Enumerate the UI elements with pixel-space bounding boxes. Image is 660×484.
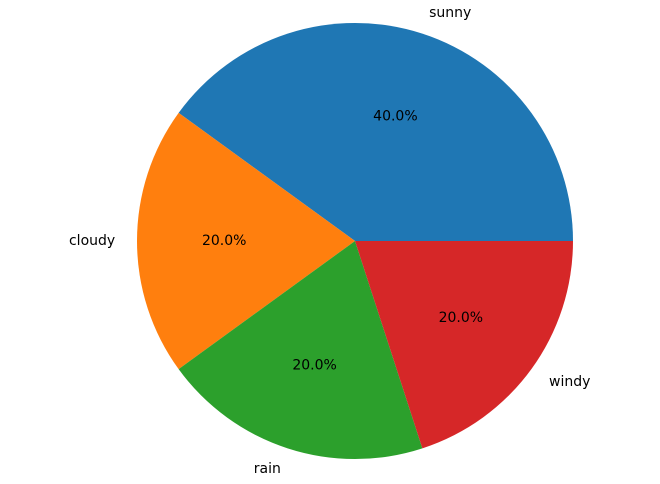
pie-percent-label-sunny: 40.0% [373, 109, 417, 125]
pie-category-label-windy: windy [549, 374, 590, 390]
pie-category-label-cloudy: cloudy [69, 233, 115, 249]
pie-slice-cloudy [137, 112, 355, 370]
pie-slice-windy [355, 241, 573, 449]
labels-layer: 40.0% sunny 20.0% cloudy 20.0% rain 20.0% windy [69, 5, 590, 477]
pie-category-label-rain: rain [254, 461, 281, 477]
pie-category-label-sunny: sunny [429, 5, 471, 21]
pie-slice-rain [178, 241, 423, 459]
pie-percent-label-rain: 20.0% [292, 357, 336, 373]
slices-layer [137, 23, 574, 459]
pie-slice-sunny [178, 23, 574, 242]
pie-percent-label-windy: 20.0% [439, 310, 483, 326]
pie-percent-label-cloudy: 20.0% [202, 233, 246, 249]
